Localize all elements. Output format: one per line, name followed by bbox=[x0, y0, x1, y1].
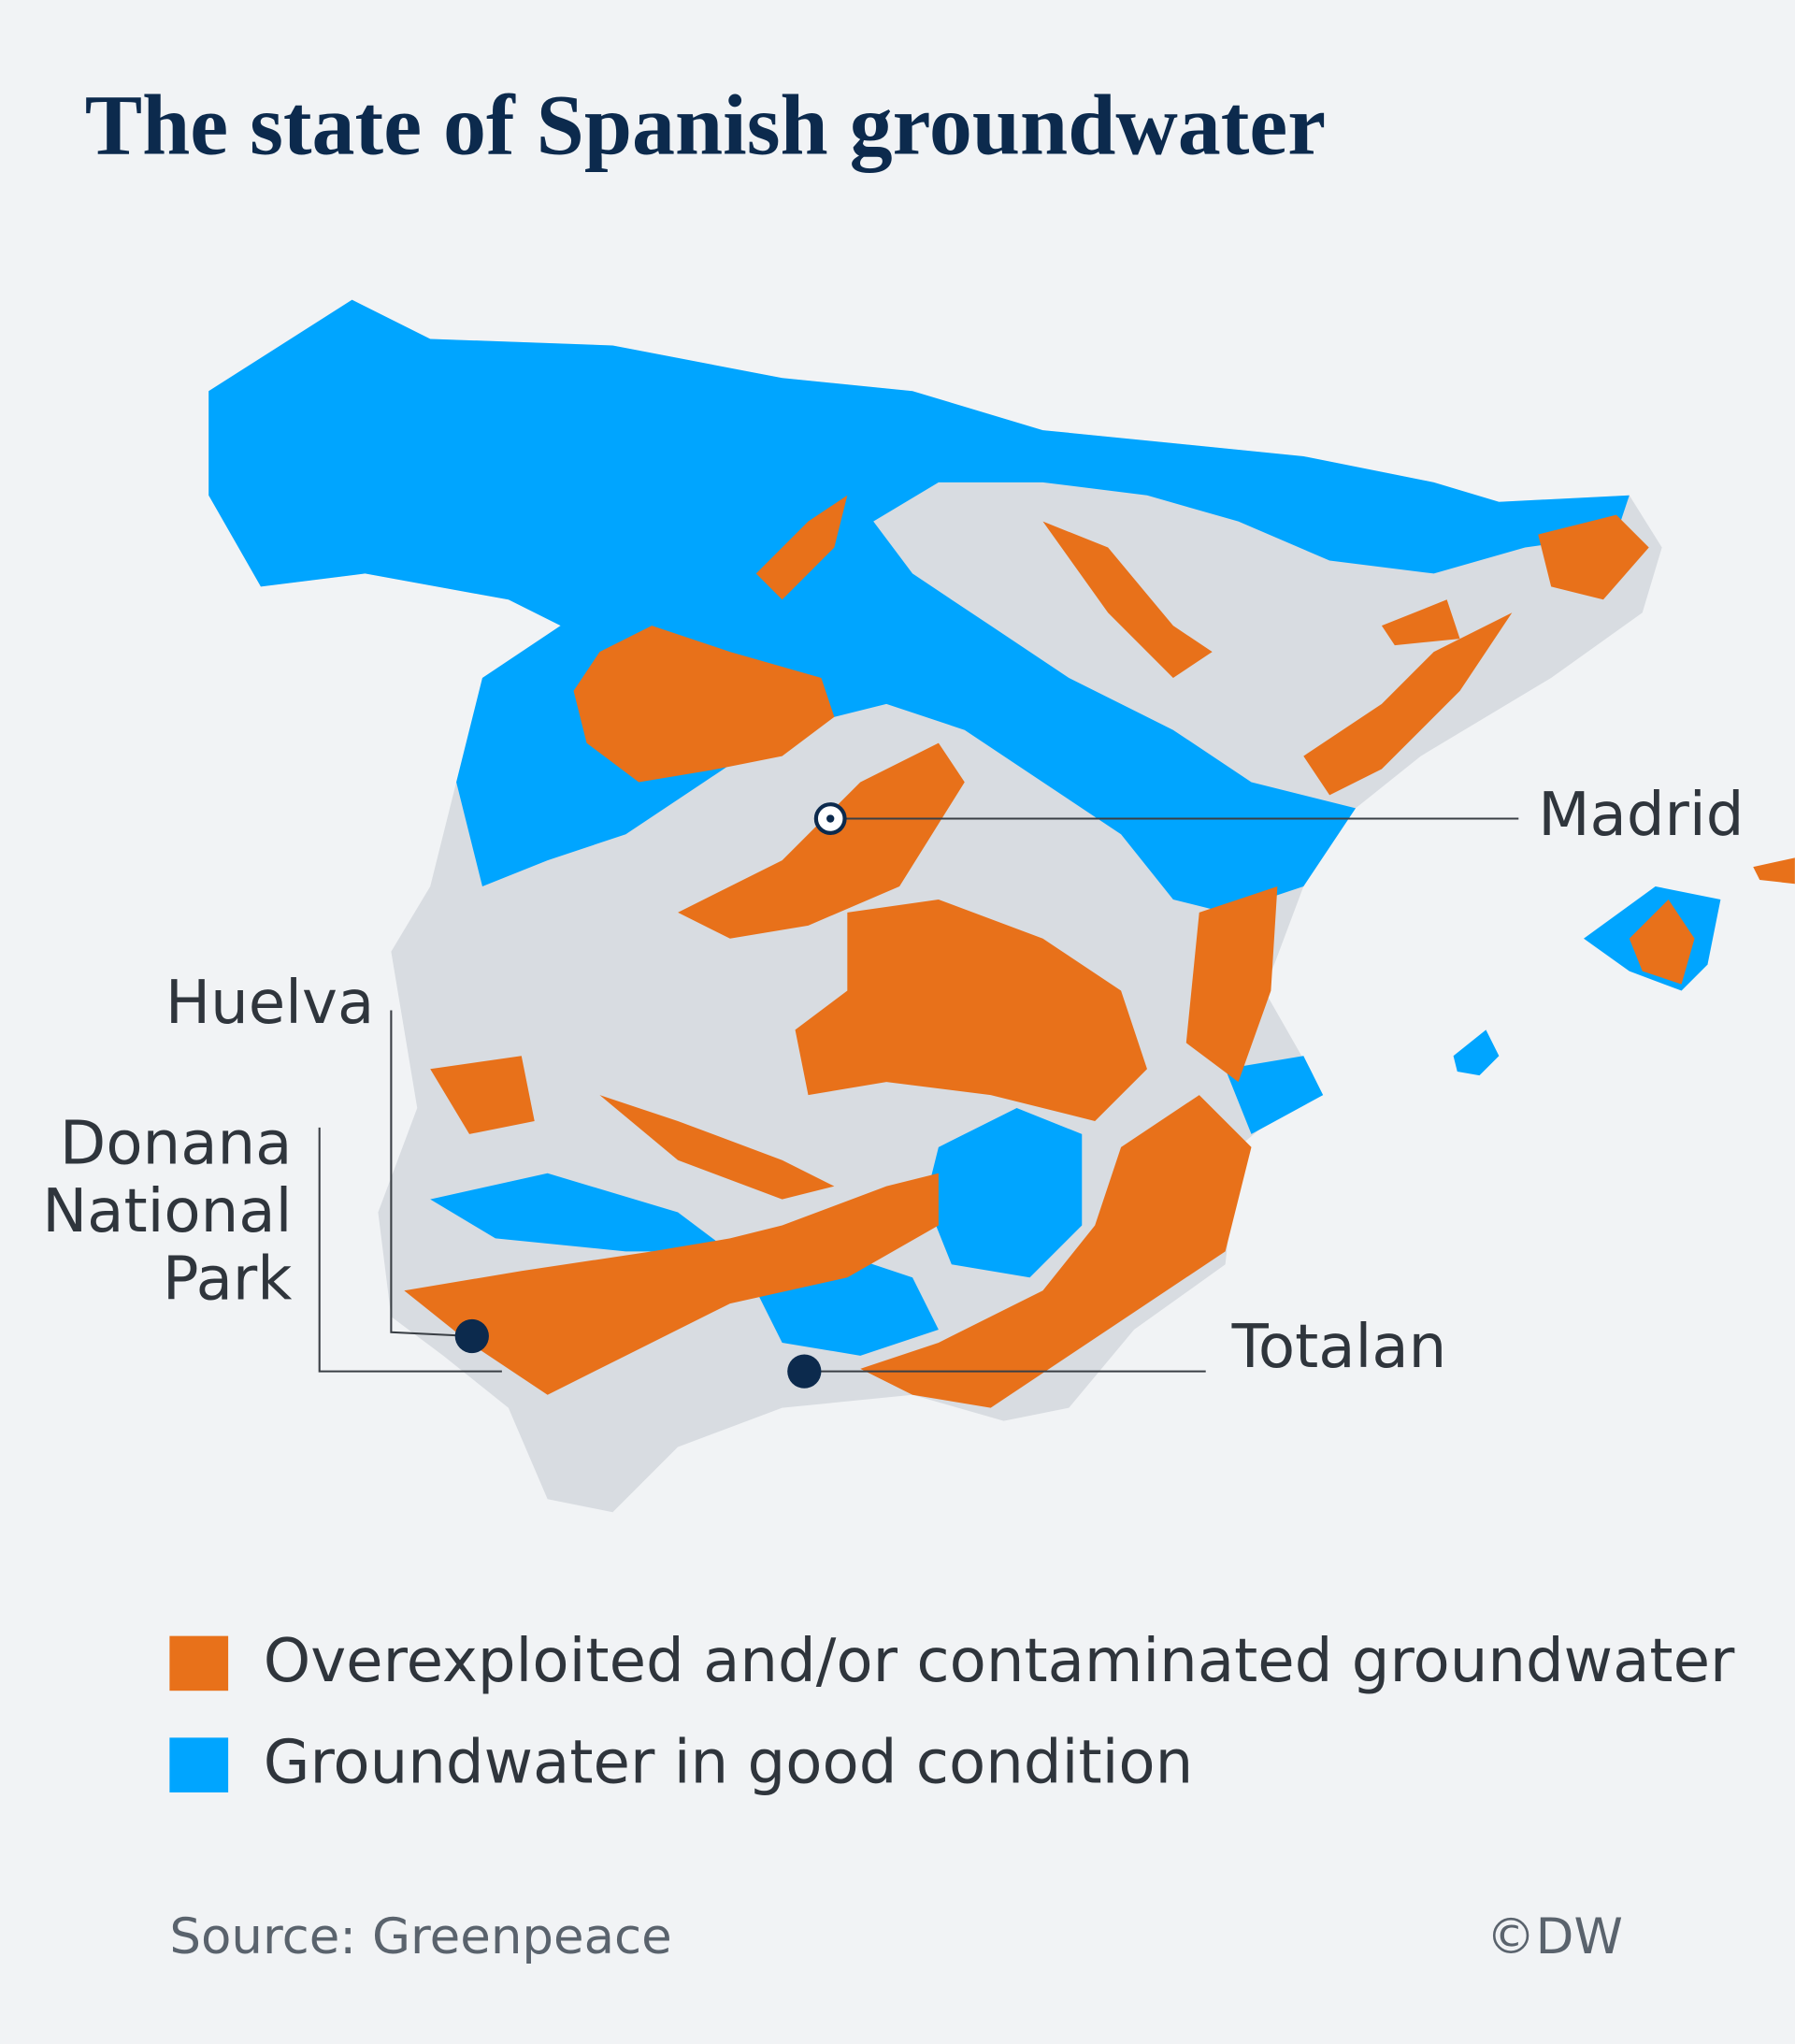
legend-swatch bbox=[169, 1635, 229, 1691]
legend-label: Overexploited and/or contaminated ground… bbox=[264, 1626, 1735, 1696]
donana-label: National bbox=[42, 1176, 292, 1246]
totalan-label: Totalan bbox=[1231, 1312, 1447, 1382]
title: The state of Spanish groundwater bbox=[85, 78, 1326, 173]
overexploited-groundwater bbox=[1042, 521, 1213, 678]
overexploited-groundwater bbox=[860, 1095, 1252, 1408]
overexploited-groundwater bbox=[1538, 514, 1649, 600]
huelva-marker bbox=[454, 1318, 489, 1354]
overexploited-groundwater bbox=[678, 742, 965, 939]
good-groundwater bbox=[430, 1173, 730, 1252]
overexploited-groundwater bbox=[599, 1095, 835, 1200]
madrid-label: Madrid bbox=[1538, 780, 1744, 850]
credit: ©DW bbox=[1486, 1908, 1623, 1965]
good-groundwater bbox=[208, 299, 1630, 913]
overexploited-groundwater bbox=[1185, 886, 1278, 1083]
map bbox=[208, 299, 1795, 1513]
overexploited-groundwater bbox=[795, 899, 1147, 1121]
madrid-marker-center bbox=[826, 814, 835, 823]
huelva-leader bbox=[390, 1010, 472, 1338]
island bbox=[1753, 857, 1795, 885]
legend-label: Groundwater in good condition bbox=[264, 1728, 1194, 1798]
donana-leader bbox=[318, 1127, 502, 1373]
totalan-marker bbox=[787, 1354, 822, 1389]
good-groundwater bbox=[1225, 1056, 1324, 1134]
source: Source: Greenpeace bbox=[169, 1908, 671, 1965]
island bbox=[1629, 899, 1695, 985]
donana-label: Donana bbox=[60, 1108, 292, 1178]
island bbox=[1453, 1029, 1500, 1076]
annotations bbox=[318, 817, 1519, 1373]
overexploited-groundwater bbox=[404, 1173, 939, 1395]
good-groundwater bbox=[925, 1108, 1083, 1278]
huelva-label: Huelva bbox=[165, 968, 374, 1038]
legend-swatch bbox=[169, 1737, 229, 1792]
legend: Overexploited and/or contaminated ground… bbox=[169, 1626, 1735, 1798]
overexploited-groundwater bbox=[430, 1056, 535, 1134]
overexploited-groundwater bbox=[573, 626, 835, 783]
donana-label: Park bbox=[163, 1244, 293, 1314]
overexploited-groundwater bbox=[1303, 612, 1513, 796]
overexploited-groundwater bbox=[1381, 599, 1460, 646]
overexploited-groundwater bbox=[755, 495, 848, 600]
